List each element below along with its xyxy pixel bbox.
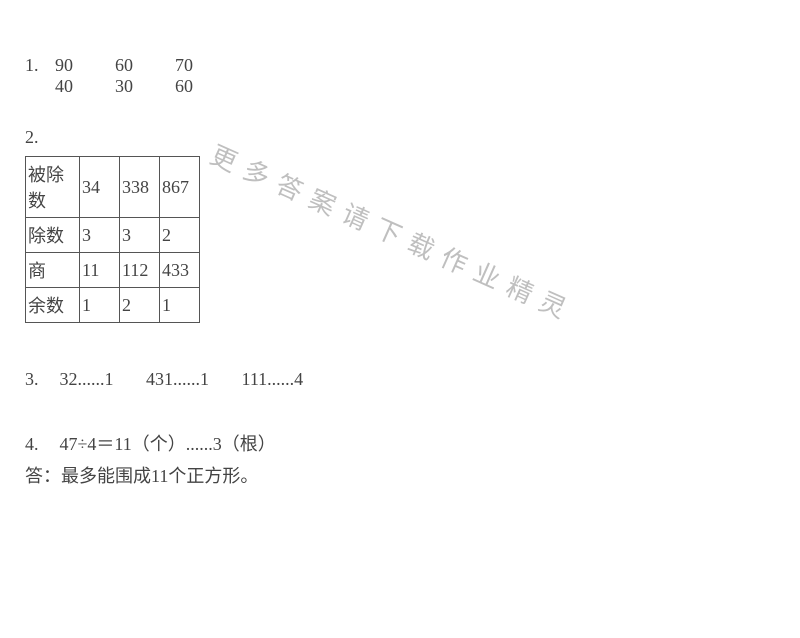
table-cell: 1	[160, 288, 200, 323]
table-cell: 2	[120, 288, 160, 323]
row-label: 余数	[26, 288, 80, 323]
row-label: 除数	[26, 218, 80, 253]
table-cell: 867	[160, 157, 200, 218]
question-1: 1. 90 60 70 40 30 60	[20, 55, 780, 97]
q2-label: 2.	[20, 127, 780, 148]
table-row: 被除数 34 338 867	[26, 157, 200, 218]
table-cell: 338	[120, 157, 160, 218]
table-cell: 1	[80, 288, 120, 323]
table-cell: 3	[80, 218, 120, 253]
division-table: 被除数 34 338 867 除数 3 3 2 商 11 112 433 余数 …	[25, 156, 200, 323]
q4-label: 4.	[25, 434, 55, 455]
q3-label: 3.	[25, 369, 55, 390]
table-cell: 2	[160, 218, 200, 253]
document-content: 1. 90 60 70 40 30 60 2. 被除数 34 338 867 除…	[0, 0, 800, 488]
table-row: 余数 1 2 1	[26, 288, 200, 323]
q3-item: 32......1	[60, 369, 114, 390]
q1-value: 60	[115, 55, 175, 76]
table-cell: 11	[80, 253, 120, 288]
table-row: 除数 3 3 2	[26, 218, 200, 253]
q1-value: 30	[115, 76, 175, 97]
table-cell: 34	[80, 157, 120, 218]
q1-value: 60	[175, 76, 235, 97]
q4-answer: 答：最多能围成11个正方形。	[20, 462, 780, 488]
table-cell: 433	[160, 253, 200, 288]
row-label: 商	[26, 253, 80, 288]
q1-spacer	[25, 76, 55, 97]
q3-item: 431......1	[146, 369, 209, 390]
table-row: 商 11 112 433	[26, 253, 200, 288]
question-4: 4. 47÷4＝11（个）......3（根） 答：最多能围成11个正方形。	[20, 430, 780, 488]
table-cell: 112	[120, 253, 160, 288]
q1-value: 40	[55, 76, 115, 97]
question-3: 3. 32......1 431......1 111......4	[20, 369, 780, 390]
q1-row-1: 1. 90 60 70	[20, 55, 780, 76]
row-label: 被除数	[26, 157, 80, 218]
q1-row-2: 40 30 60	[20, 76, 780, 97]
question-2: 2. 被除数 34 338 867 除数 3 3 2 商 11 112 433 …	[20, 127, 780, 323]
q4-equation: 47÷4＝11（个）......3（根）	[60, 434, 276, 454]
q1-label: 1.	[25, 55, 55, 76]
table-cell: 3	[120, 218, 160, 253]
q3-item: 111......4	[242, 369, 304, 390]
q1-value: 90	[55, 55, 115, 76]
q1-value: 70	[175, 55, 235, 76]
